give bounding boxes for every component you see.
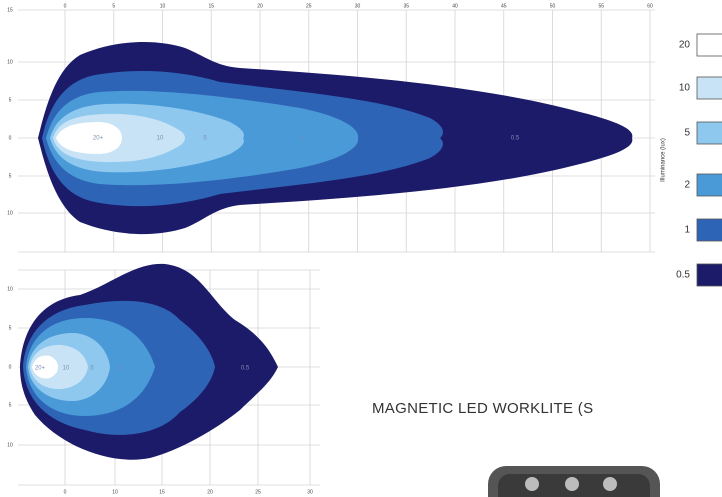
x-tick-label: 20 xyxy=(257,3,263,9)
legend-label: 1 xyxy=(684,225,690,236)
legend-swatch xyxy=(696,173,722,197)
y-tick-label: 10 xyxy=(7,210,13,216)
contour-label: 0.5 xyxy=(241,366,250,372)
legend-swatch xyxy=(696,33,722,57)
contour-20 xyxy=(32,355,58,379)
legend-label: 10 xyxy=(679,83,691,94)
caption: MAGNETIC LED WORKLITE (S xyxy=(372,400,594,417)
x-tick-label: 50 xyxy=(550,3,556,9)
y-tick-label: 0 xyxy=(9,135,12,141)
contour-label: 0.5 xyxy=(511,136,520,142)
x-tick-label: 30 xyxy=(355,3,361,9)
legend-swatch xyxy=(696,218,722,242)
y-tick-label: 10 xyxy=(7,286,13,292)
x-tick-label: 35 xyxy=(403,3,409,9)
contour-label: 5 xyxy=(203,136,207,142)
y-tick-label: 5 xyxy=(9,402,12,408)
y-tick-label: 5 xyxy=(9,173,12,179)
y-tick-label: 5 xyxy=(9,97,12,103)
legend-label: 2 xyxy=(684,180,690,191)
x-tick-label: 20 xyxy=(207,489,213,495)
x-tick-label: 55 xyxy=(598,3,604,9)
contour-label: 10 xyxy=(157,136,164,142)
x-tick-label: 0 xyxy=(64,3,67,9)
legend-label: 5 xyxy=(684,128,690,139)
x-tick-label: 25 xyxy=(255,489,261,495)
legend-label: 20 xyxy=(679,40,691,51)
y-tick-label: 10 xyxy=(7,59,13,65)
x-tick-label: 25 xyxy=(306,3,312,9)
legend-swatch xyxy=(696,263,722,287)
contour-20 xyxy=(56,122,122,154)
contour-label: 1 xyxy=(300,136,304,142)
x-tick-label: 15 xyxy=(159,489,165,495)
contour-label: 2 xyxy=(119,366,123,372)
x-tick-label: 30 xyxy=(307,489,313,495)
legend-title: Illuminance (lux) xyxy=(661,138,667,182)
bottom-contours xyxy=(20,263,278,460)
legend-swatch xyxy=(696,76,722,100)
contour-label: 20+ xyxy=(93,136,104,142)
y-tick-label: 10 xyxy=(7,442,13,448)
top-contours xyxy=(38,42,633,235)
y-tick-label: 0 xyxy=(9,364,12,370)
legend-swatch xyxy=(696,121,722,145)
x-tick-label: 0 xyxy=(64,489,67,495)
contour-label: 20+ xyxy=(35,366,46,372)
x-tick-label: 45 xyxy=(501,3,507,9)
x-tick-label: 15 xyxy=(208,3,214,9)
y-tick-label: 5 xyxy=(9,325,12,331)
x-tick-label: 40 xyxy=(452,3,458,9)
product-photo xyxy=(488,466,660,497)
x-tick-label: 5 xyxy=(112,3,115,9)
x-tick-label: 10 xyxy=(112,489,118,495)
contour-label: 10 xyxy=(63,366,70,372)
legend-label: 0.5 xyxy=(676,270,690,281)
contour-label: 5 xyxy=(90,366,94,372)
x-tick-label: 60 xyxy=(647,3,653,9)
x-tick-label: 10 xyxy=(160,3,166,9)
y-tick-label: 15 xyxy=(7,7,13,13)
